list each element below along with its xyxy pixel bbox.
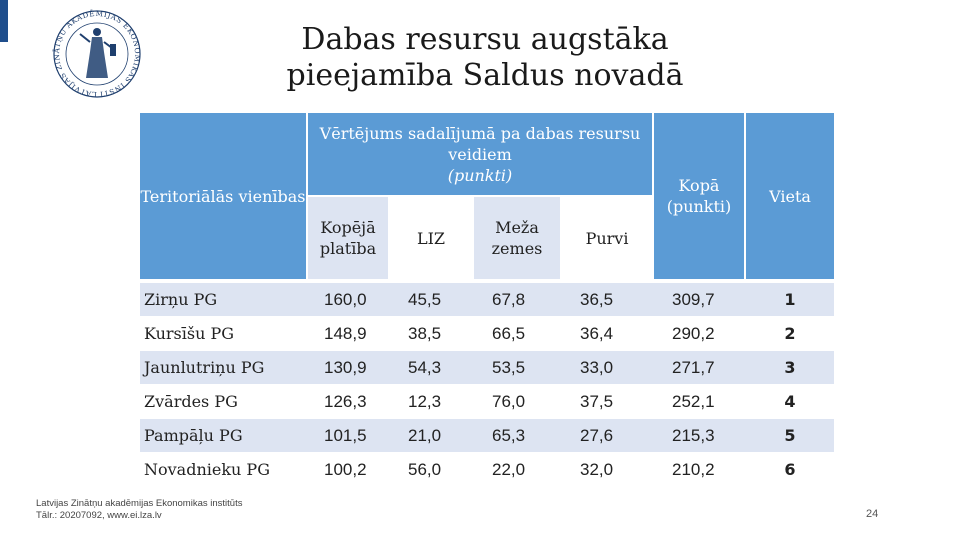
- row-value-cell: 53,5: [492, 357, 526, 377]
- header-territory: Teritoriālās vienības: [140, 113, 306, 279]
- row-value-cell: 160,0: [324, 289, 367, 309]
- row-place-cell: 2: [784, 324, 796, 343]
- table-row: Zvārdes PG 126,3 12,3 76,0 37,5 252,1 4: [140, 385, 834, 418]
- row-value-cell: 67,8: [492, 289, 526, 309]
- row-place-cell: 6: [784, 460, 796, 479]
- row-value-cell: 12,3: [408, 391, 442, 411]
- row-value-cell: 65,3: [492, 425, 526, 445]
- subheader-label: Kopējā platība: [319, 218, 377, 258]
- subheader-label: LIZ: [416, 228, 446, 248]
- row-total-cell: 210,2: [672, 459, 715, 479]
- subheader-total-area: Kopējā platība: [308, 197, 388, 279]
- institute-logo: LATVIJAS ZINĀTŅU AKADĒMIJAS EKONOMIKAS I…: [38, 8, 142, 98]
- table-row: Kursīšu PG 148,9 38,5 66,5 36,4 290,2 2: [140, 317, 834, 350]
- header-group: Vērtējums sadalījumā pa dabas resursu ve…: [308, 113, 652, 195]
- row-value-cell: 33,0: [580, 357, 614, 377]
- row-value-cell: 54,3: [408, 357, 442, 377]
- table-row: Zirņu PG 160,0 45,5 67,8 36,5 309,7 1: [140, 283, 834, 316]
- row-place-cell: 1: [784, 290, 796, 309]
- row-total-cell: 252,1: [672, 391, 715, 411]
- row-value-cell: 76,0: [492, 391, 526, 411]
- subheader-liz: LIZ: [390, 197, 472, 279]
- row-total-cell: 290,2: [672, 323, 715, 343]
- row-value-cell: 130,9: [324, 357, 367, 377]
- header-territory-label: Teritoriālās vienības: [140, 186, 306, 206]
- row-value-cell: 56,0: [408, 459, 442, 479]
- row-value-cell: 21,0: [408, 425, 442, 445]
- row-place-cell: 5: [784, 426, 796, 445]
- row-place-cell: 4: [784, 392, 796, 411]
- row-value-cell: 126,3: [324, 391, 367, 411]
- page-title: Dabas resursu augstāka pieejamība Saldus…: [286, 22, 684, 93]
- row-value-cell: 100,2: [324, 459, 367, 479]
- subheader-forest: Meža zemes: [474, 197, 560, 279]
- footer: Latvijas Zinātņu akadēmijas Ekonomikas i…: [36, 498, 242, 522]
- row-value-cell: 36,4: [580, 323, 614, 343]
- row-value-cell: 27,6: [580, 425, 614, 445]
- row-value-cell: 101,5: [324, 425, 367, 445]
- row-total-cell: 309,7: [672, 289, 715, 309]
- row-value-cell: 22,0: [492, 459, 526, 479]
- footer-institute: Latvijas Zinātņu akadēmijas Ekonomikas i…: [36, 498, 243, 509]
- row-territory-name: Pampāļu PG: [144, 426, 243, 445]
- row-territory-name: Kursīšu PG: [144, 324, 235, 343]
- row-territory-name: Zirņu PG: [144, 290, 218, 309]
- header-group-label: Vērtējums sadalījumā pa dabas resursu ve…: [319, 123, 641, 164]
- row-value-cell: 66,5: [492, 323, 526, 343]
- row-total-cell: 271,7: [672, 357, 715, 377]
- row-territory-name: Zvārdes PG: [144, 392, 238, 411]
- subheader-label: Purvi: [585, 228, 629, 248]
- row-territory-name: Jaunlutriņu PG: [144, 358, 265, 377]
- row-place-cell: 3: [784, 358, 796, 377]
- header-group-unit: (punkti): [447, 165, 513, 185]
- header-total-label: Kopā (punkti): [666, 176, 732, 216]
- page-number: 24: [866, 508, 879, 520]
- header-total: Kopā (punkti): [654, 113, 744, 279]
- row-value-cell: 32,0: [580, 459, 614, 479]
- table-row: Jaunlutriņu PG 130,9 54,3 53,5 33,0 271,7 3: [140, 351, 834, 384]
- subheader-label: Meža zemes: [491, 218, 543, 258]
- header-place-label: Vieta: [769, 186, 811, 206]
- header-place: Vieta: [746, 113, 834, 279]
- subheader-bogs: Purvi: [562, 197, 652, 279]
- table-row: Novadnieku PG 100,2 56,0 22,0 32,0 210,2 6: [140, 453, 834, 486]
- row-value-cell: 45,5: [408, 289, 442, 309]
- row-total-cell: 215,3: [672, 425, 715, 445]
- row-value-cell: 37,5: [580, 391, 614, 411]
- footer-contact: Tālr.: 20207092, www.ei.lza.lv: [36, 510, 162, 521]
- table-row: Pampāļu PG 101,5 21,0 65,3 27,6 215,3 5: [140, 419, 834, 452]
- row-value-cell: 148,9: [324, 323, 367, 343]
- row-value-cell: 36,5: [580, 289, 614, 309]
- row-territory-name: Novadnieku PG: [144, 460, 270, 479]
- accent-bar: [0, 0, 8, 42]
- row-value-cell: 38,5: [408, 323, 442, 343]
